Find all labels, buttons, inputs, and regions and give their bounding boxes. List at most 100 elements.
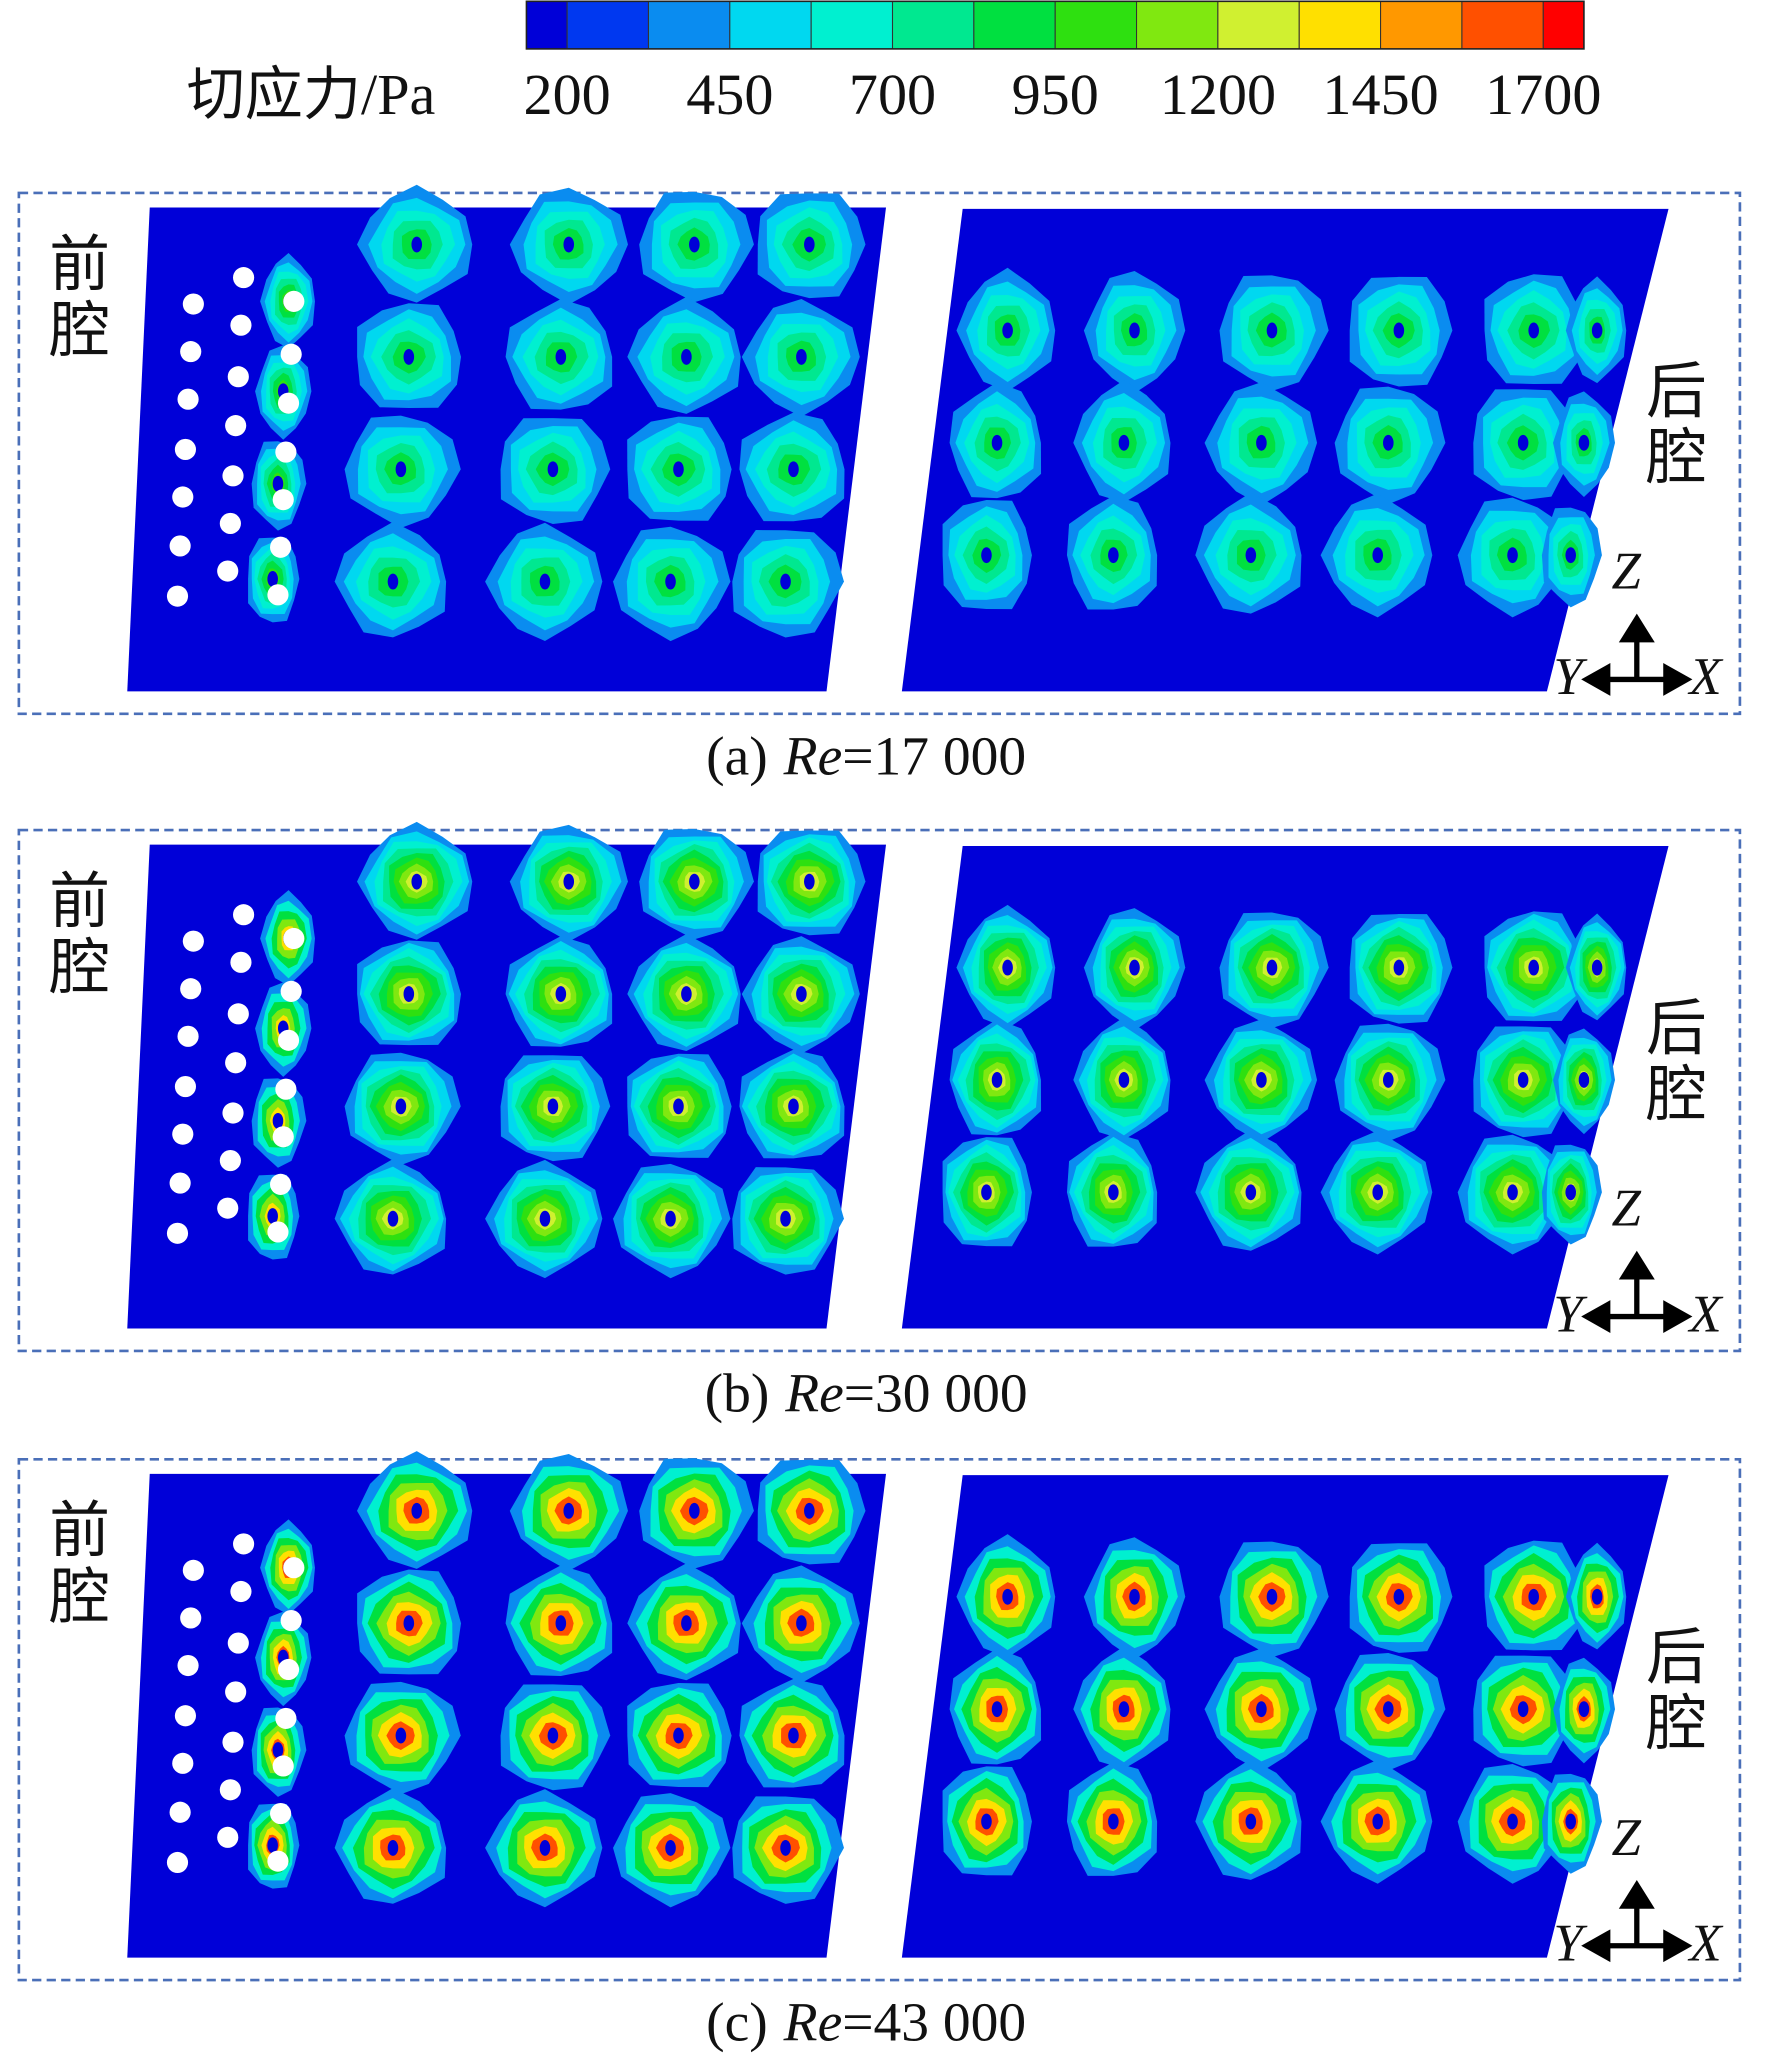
blob-core <box>1002 1588 1013 1605</box>
axis-label: Z <box>1612 1180 1642 1238</box>
blob-core <box>563 236 575 253</box>
colorbar-tick-label: 1450 <box>1322 62 1438 127</box>
colorbar-tick-label: 700 <box>849 62 936 127</box>
blob-core <box>788 1098 799 1115</box>
blob-core <box>1118 1701 1130 1718</box>
cooling-hole <box>219 1779 241 1801</box>
caption-value: =30 000 <box>844 1363 1028 1424</box>
cooling-hole <box>233 267 255 289</box>
front-cavity-label: 腔 <box>49 935 110 1002</box>
caption-tag: (a) <box>706 726 768 787</box>
cooling-hole <box>277 1658 300 1681</box>
caption-value: =43 000 <box>842 1992 1026 2053</box>
blob-core <box>1383 1072 1394 1088</box>
blob-core <box>395 1727 407 1744</box>
cooling-hole <box>227 366 249 388</box>
blob-core <box>267 1837 278 1854</box>
cooling-hole <box>166 585 189 607</box>
blob-core <box>272 1112 284 1129</box>
blob-core <box>991 1701 1003 1718</box>
panel-frame <box>17 191 1742 716</box>
blob-core <box>1565 1813 1576 1830</box>
front-cavity-label: 前 <box>49 232 110 299</box>
blob-core <box>665 1840 676 1856</box>
cooling-hole <box>230 314 252 336</box>
cooling-hole <box>283 1557 305 1579</box>
blob-core <box>387 1840 399 1856</box>
cooling-hole <box>233 904 255 926</box>
blob-core <box>1528 959 1539 976</box>
caption-variable: Re <box>783 726 843 787</box>
blob-core <box>1517 434 1529 451</box>
blob-core <box>1517 1701 1529 1718</box>
cooling-hole <box>166 1851 189 1874</box>
cooling-hole <box>230 1580 252 1603</box>
cooling-hole <box>230 951 252 973</box>
cooling-hole <box>275 1078 297 1100</box>
blob-core <box>1372 547 1384 564</box>
blob-core <box>403 348 415 365</box>
blob-core <box>1565 1184 1576 1201</box>
blob-core <box>1002 322 1013 339</box>
blob-core <box>1256 1072 1267 1088</box>
caption-variable: Re <box>783 1992 843 2053</box>
cooling-hole <box>270 536 292 558</box>
cooling-hole <box>182 930 204 952</box>
blob-core <box>788 1727 799 1744</box>
blob-core <box>1383 1701 1394 1718</box>
blob-core <box>981 547 992 564</box>
blob-core <box>981 1813 992 1830</box>
blob-core <box>780 1840 791 1856</box>
colorbar-cell <box>525 0 568 50</box>
blob-core <box>563 873 575 890</box>
blob-core <box>673 1727 684 1744</box>
blob-core <box>1245 1184 1257 1201</box>
cooling-hole <box>169 535 191 557</box>
caption-tag: (c) <box>706 1992 768 2053</box>
rear-cavity-label: 腔 <box>1646 425 1707 492</box>
colorbar-cell <box>1054 0 1138 50</box>
blob-core <box>780 1210 791 1227</box>
cooling-hole <box>180 978 202 1000</box>
cooling-hole <box>280 343 302 365</box>
cooling-hole <box>172 486 194 508</box>
blob-core <box>804 236 815 253</box>
cooling-hole <box>275 441 297 463</box>
caption-value: =17 000 <box>842 726 1026 787</box>
cooling-hole <box>217 1826 239 1848</box>
blob-core <box>539 1840 551 1856</box>
cooling-hole <box>280 980 302 1002</box>
rear-cavity-label: 腔 <box>1646 1062 1707 1129</box>
blob-core <box>1517 1072 1529 1088</box>
axis-label: Y <box>1553 1915 1588 1973</box>
blob-core <box>1108 1184 1119 1201</box>
colorbar-tick-label: 1200 <box>1160 62 1276 127</box>
axis-label: X <box>1687 1285 1723 1343</box>
blob-core <box>267 1208 278 1225</box>
blob-core <box>689 236 700 253</box>
blob-core <box>1578 1701 1590 1718</box>
blob-core <box>689 1502 700 1519</box>
colorbar-cell <box>1136 0 1219 50</box>
axis-label: X <box>1687 648 1723 706</box>
cooling-hole <box>225 1681 247 1703</box>
blob-core <box>1372 1184 1384 1201</box>
blob-core <box>539 573 551 590</box>
cooling-hole <box>267 584 289 606</box>
cooling-hole <box>277 392 300 414</box>
cooling-hole <box>174 1075 196 1098</box>
blob-core <box>796 1615 807 1632</box>
blob-core <box>547 461 559 478</box>
rear-cavity-label: 腔 <box>1646 1691 1707 1758</box>
colorbar-label: 切应力/Pa <box>187 62 436 127</box>
blob-core <box>1578 1072 1590 1088</box>
blob-core <box>1266 959 1278 976</box>
axis-label: Y <box>1553 648 1588 706</box>
cooling-hole <box>169 1172 191 1194</box>
colorbar-cell <box>1542 0 1585 50</box>
blob-core <box>555 1615 567 1632</box>
